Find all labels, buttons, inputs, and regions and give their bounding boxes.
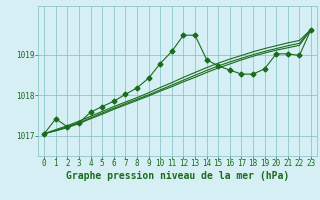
X-axis label: Graphe pression niveau de la mer (hPa): Graphe pression niveau de la mer (hPa) [66,171,289,181]
